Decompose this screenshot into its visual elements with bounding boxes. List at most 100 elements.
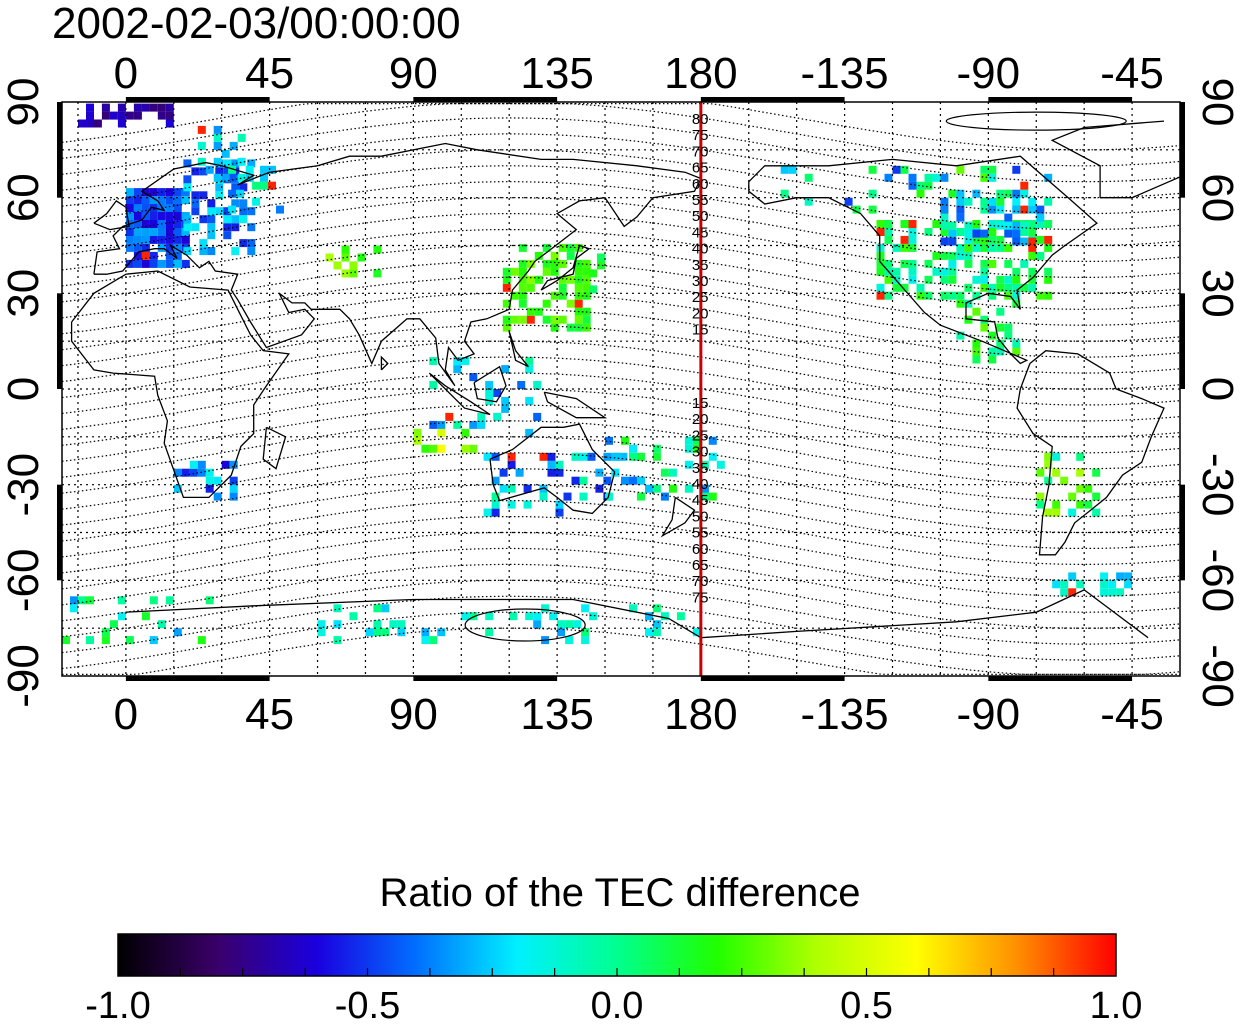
tec-patch [571,452,580,461]
tec-patch [461,357,470,366]
tec-patch [245,165,254,174]
tec-patch [381,604,390,613]
tec-patch [78,119,86,128]
tec-patch [485,628,494,637]
tec-patch [181,259,190,268]
tec-patch [1044,275,1053,284]
tec-patch [595,484,604,493]
tec-patch [1036,468,1045,477]
lat-tick-label-right: -90 [1193,644,1240,708]
tec-patch [149,235,158,244]
tec-patch [453,357,462,366]
tec-patch [597,261,605,270]
tec-patch [589,285,598,294]
tec-patch [988,283,997,292]
frame-tick-bar [1180,293,1185,389]
tec-patch [579,452,588,461]
tec-patch [1012,221,1021,230]
tec-patch [215,183,224,192]
tec-patch [676,612,685,621]
lon-tick-label-bottom: -90 [957,690,1021,739]
coastline [473,365,507,403]
tec-patch [213,492,222,501]
tec-patch [239,215,248,224]
tec-patch [526,283,535,292]
contour-label: 35 [692,460,709,477]
tec-patch [652,604,661,613]
tec-patch [557,628,566,637]
contour-line [62,611,1180,675]
tec-patch [101,636,110,645]
tec-patch [1012,283,1021,292]
contour-line [62,308,1180,374]
tec-patch [165,196,174,205]
tec-patch [165,596,174,605]
tec-patch [1092,468,1101,477]
tec-patch [133,188,142,197]
coastline [543,391,608,419]
tec-patch [317,628,326,637]
tec-patch [908,259,917,268]
colorbar-title: Ratio of the TEC difference [379,871,861,915]
tec-patch [996,283,1005,292]
tec-patch [491,500,500,509]
contour-label: 65 [692,160,709,177]
tec-patch [932,220,941,228]
tec-patch [215,167,224,176]
tec-patch [550,291,559,300]
tec-patch [526,275,535,284]
tec-patch [207,207,216,216]
tec-patch [1004,331,1013,340]
tec-patch [213,141,222,150]
tec-patch [268,165,276,174]
tec-patch [189,468,198,477]
tec-patch [996,243,1005,252]
tec-patch [940,237,949,246]
tec-patch [1028,220,1037,228]
tec-patch [956,251,965,260]
tec-patch [228,205,237,214]
tec-patch [469,373,478,382]
tec-patch [157,620,166,629]
tec-patch [956,243,965,252]
tec-patch [333,261,342,270]
tec-patch [1036,251,1045,260]
lon-tick-label-bottom: 45 [245,690,294,739]
lon-tick-label-bottom: -135 [801,690,889,739]
contour-line [62,547,1180,613]
tec-patch [637,452,645,461]
tec-patch [125,196,134,205]
tec-patch [534,275,543,284]
frame-tick-bar [413,97,558,102]
tec-patch [165,119,174,128]
tec-patch [223,215,232,224]
coastline [93,200,130,231]
tec-patch [237,173,246,182]
tec-patch [231,215,240,224]
tec-patch [231,159,240,168]
tec-patch [948,291,957,300]
tec-patch [501,404,510,413]
tec-patch [183,159,192,168]
tec-patch [1004,275,1013,284]
tec-patch [518,267,527,276]
frame-tick-bar [988,97,1133,102]
tec-patch [221,460,230,469]
tec-patch [533,381,542,389]
coastline [262,426,287,470]
tec-patch [582,315,591,324]
tec-patch [117,111,126,120]
contour-line [62,436,1180,502]
tec-patch [213,133,222,142]
coastline [489,423,616,515]
tec-patch [199,167,208,176]
tec-patch [1012,347,1021,356]
tec-patch [964,251,973,260]
tec-patch [1004,189,1013,198]
tec-patch [461,428,470,437]
contour-line [62,324,1180,390]
tec-patch [603,452,612,461]
tec-patch [908,275,917,284]
tec-patch [956,189,965,198]
tec-patch [1044,243,1053,252]
